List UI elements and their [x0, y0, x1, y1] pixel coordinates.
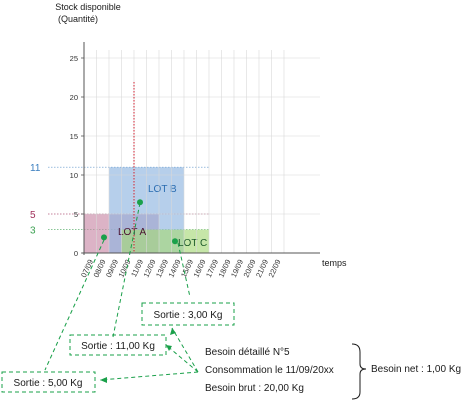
- connector-lot-a: [44, 239, 105, 371]
- connector-besoin-c: [171, 327, 199, 373]
- data-points: [101, 199, 178, 245]
- x-tick-label-15: 22/09: [266, 258, 282, 279]
- sortie-c-text: Sortie : 3,00 Kg: [154, 310, 223, 321]
- y-tick-label-5: 25: [70, 54, 78, 63]
- connector-lot-c: [177, 242, 191, 298]
- y-ticks: 0 5 10 15 20 25: [70, 54, 84, 258]
- connector-besoin-a: [99, 371, 199, 381]
- lot-label-lot-b: LOT B: [148, 184, 177, 195]
- data-point-0: [101, 234, 107, 241]
- sortie-a-text: Sortie : 5,00 Kg: [14, 378, 83, 389]
- y-tick-label-3: 15: [70, 132, 78, 141]
- arrowhead-b: [166, 345, 172, 351]
- connector-lot-b: [112, 202, 141, 338]
- y-tick-label-4: 20: [70, 93, 78, 102]
- data-point-2: [172, 238, 178, 245]
- arrowhead-c: [170, 328, 176, 335]
- axes: [82, 42, 320, 255]
- besoin-net-text: Besoin net : 1,00 Kg: [371, 364, 461, 375]
- x-ticks: 07/0908/0909/0910/0911/0912/0913/0914/09…: [79, 258, 283, 279]
- besoin-detaille-text: Besoin détaillé N°5: [205, 347, 290, 358]
- consommation-text: Consommation le 11/09/20xx: [205, 365, 334, 376]
- y-tick-label-1: 5: [74, 210, 78, 219]
- connector-lines: [44, 202, 199, 381]
- sortie-c-box: [141, 302, 235, 326]
- curly-brace: [351, 343, 367, 400]
- reference-label-2: 3: [30, 226, 36, 237]
- sortie-b-text: Sortie : 11,00 Kg: [81, 341, 155, 352]
- lot-label-lot-c: LOT C: [178, 238, 207, 249]
- data-point-1: [137, 199, 143, 206]
- y-axis-title-line1: Stock disponible: [55, 2, 121, 12]
- connector-besoin-b: [165, 344, 199, 373]
- besoin-brut-text: Besoin brut : 20,00 Kg: [205, 383, 304, 394]
- arrowhead-a: [100, 377, 107, 383]
- reference-label-1: 5: [30, 210, 36, 221]
- connector-arrowheads: [100, 328, 176, 383]
- y-tick-label-0: 0: [74, 249, 78, 258]
- sortie-b-box: [69, 334, 167, 356]
- reference-label-0: 11: [30, 163, 41, 174]
- lot-rect-lot-c: [121, 229, 209, 253]
- lot-label-lot-a: LOT A: [118, 227, 146, 238]
- y-tick-label-2: 10: [70, 171, 78, 180]
- y-axis-title-line2: (Quantité): [58, 14, 98, 24]
- x-axis-title: temps: [322, 258, 347, 268]
